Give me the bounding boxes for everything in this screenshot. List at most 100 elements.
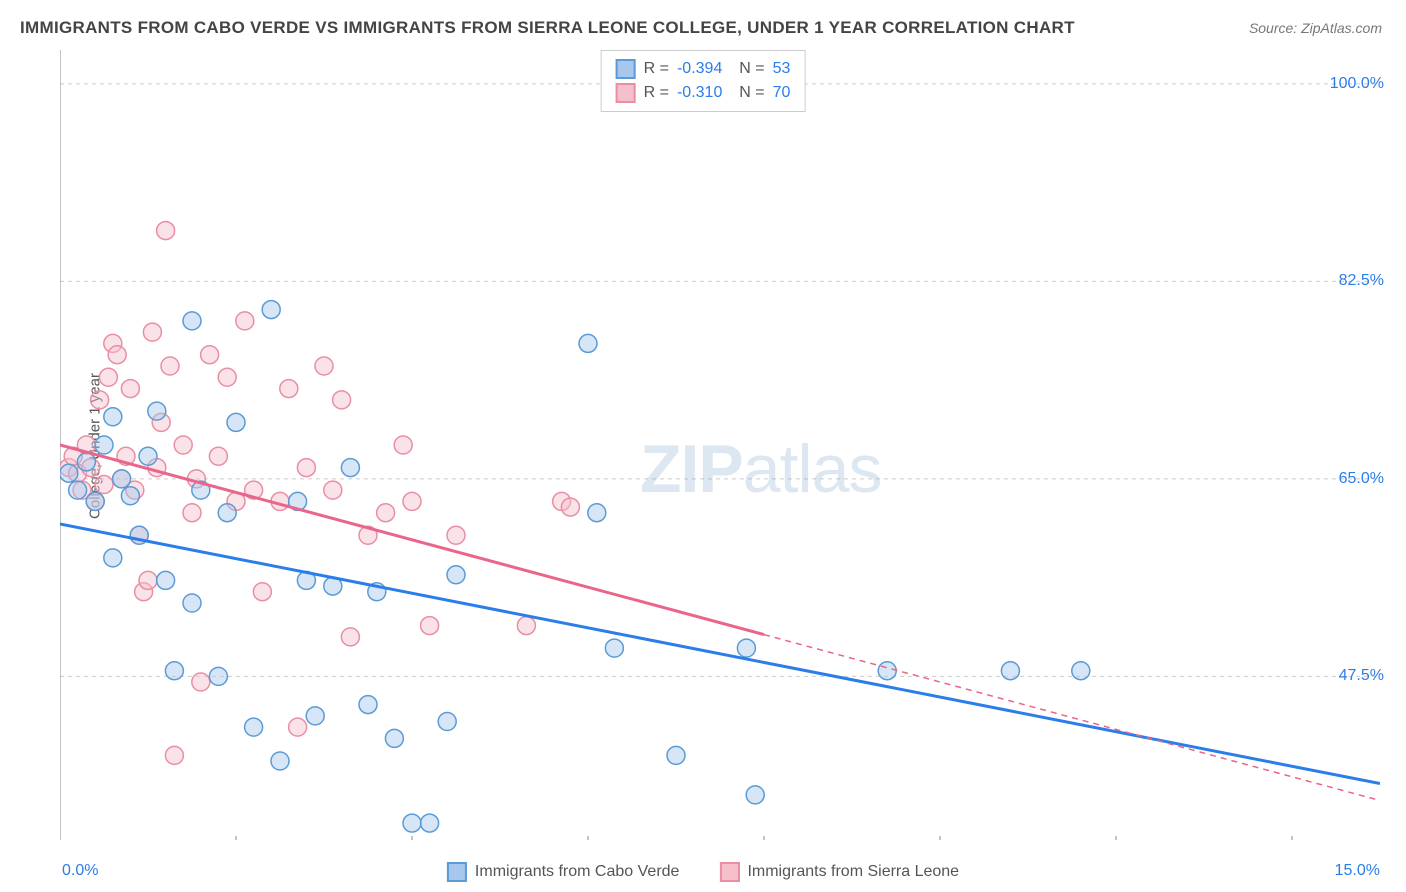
legend-label: Immigrants from Cabo Verde — [475, 863, 680, 881]
data-point — [139, 571, 157, 589]
data-point — [113, 470, 131, 488]
data-point — [421, 617, 439, 635]
legend-swatch — [447, 862, 467, 882]
legend-r-label: R = — [644, 81, 669, 105]
data-point — [289, 718, 307, 736]
data-point — [878, 662, 896, 680]
x-axis-min-label: 0.0% — [62, 862, 98, 880]
source-attribution: Source: ZipAtlas.com — [1249, 20, 1382, 36]
data-point — [183, 594, 201, 612]
data-point — [403, 814, 421, 832]
data-point — [165, 746, 183, 764]
data-point — [183, 312, 201, 330]
data-point — [86, 492, 104, 510]
data-point — [377, 504, 395, 522]
legend-n-label: N = — [730, 81, 764, 105]
data-point — [245, 718, 263, 736]
data-point — [1001, 662, 1019, 680]
x-axis-max-label: 15.0% — [1335, 862, 1380, 880]
data-point — [253, 583, 271, 601]
data-point — [157, 571, 175, 589]
data-point — [95, 436, 113, 454]
data-point — [306, 707, 324, 725]
data-point — [561, 498, 579, 516]
data-point — [121, 487, 139, 505]
data-point — [280, 380, 298, 398]
legend-n-value: 70 — [773, 81, 791, 105]
y-tick-label: 100.0% — [1330, 75, 1384, 93]
data-point — [69, 481, 87, 499]
data-point — [143, 323, 161, 341]
legend-r-value: -0.394 — [677, 57, 722, 81]
y-tick-label: 65.0% — [1339, 470, 1384, 488]
y-tick-label: 82.5% — [1339, 272, 1384, 290]
legend-item: Immigrants from Sierra Leone — [719, 862, 959, 882]
data-point — [218, 368, 236, 386]
legend-swatch — [719, 862, 739, 882]
data-point — [60, 464, 78, 482]
data-point — [359, 696, 377, 714]
data-point — [201, 346, 219, 364]
legend-series: Immigrants from Cabo Verde Immigrants fro… — [447, 862, 959, 882]
legend-r-value: -0.310 — [677, 81, 722, 105]
data-point — [438, 713, 456, 731]
data-point — [161, 357, 179, 375]
data-point — [333, 391, 351, 409]
data-point — [148, 402, 166, 420]
data-point — [174, 436, 192, 454]
data-point — [183, 504, 201, 522]
data-point — [157, 222, 175, 240]
data-point — [218, 504, 236, 522]
legend-item: Immigrants from Cabo Verde — [447, 862, 680, 882]
legend-r-label: R = — [644, 57, 669, 81]
data-point — [271, 752, 289, 770]
legend-n-value: 53 — [773, 57, 791, 81]
data-point — [588, 504, 606, 522]
legend-row: R = -0.394 N = 53 — [616, 57, 791, 81]
y-tick-label: 47.5% — [1339, 667, 1384, 685]
data-point — [746, 786, 764, 804]
data-point — [77, 453, 95, 471]
trend-line-dashed — [764, 635, 1380, 801]
data-point — [99, 368, 117, 386]
legend-swatch — [616, 83, 636, 103]
data-point — [108, 346, 126, 364]
data-point — [297, 459, 315, 477]
data-point — [192, 673, 210, 691]
data-point — [236, 312, 254, 330]
data-point — [737, 639, 755, 657]
data-point — [605, 639, 623, 657]
data-point — [517, 617, 535, 635]
trend-line — [60, 524, 1380, 784]
data-point — [95, 476, 113, 494]
legend-swatch — [616, 59, 636, 79]
trend-line — [60, 445, 764, 635]
data-point — [104, 549, 122, 567]
data-point — [579, 334, 597, 352]
legend-row: R = -0.310 N = 70 — [616, 81, 791, 105]
data-point — [341, 459, 359, 477]
data-point — [421, 814, 439, 832]
data-point — [324, 481, 342, 499]
data-point — [403, 492, 421, 510]
legend-n-label: N = — [730, 57, 764, 81]
data-point — [227, 413, 245, 431]
legend-correlation: R = -0.394 N = 53R = -0.310 N = 70 — [601, 50, 806, 112]
plot-area — [60, 50, 1380, 840]
data-point — [121, 380, 139, 398]
data-point — [394, 436, 412, 454]
data-point — [1072, 662, 1090, 680]
data-point — [104, 408, 122, 426]
data-point — [139, 447, 157, 465]
data-point — [209, 447, 227, 465]
chart-svg — [60, 50, 1380, 840]
data-point — [447, 526, 465, 544]
data-point — [91, 391, 109, 409]
data-point — [165, 662, 183, 680]
data-point — [315, 357, 333, 375]
data-point — [447, 566, 465, 584]
data-point — [262, 301, 280, 319]
chart-title: IMMIGRANTS FROM CABO VERDE VS IMMIGRANTS… — [20, 18, 1075, 38]
data-point — [341, 628, 359, 646]
data-point — [209, 667, 227, 685]
